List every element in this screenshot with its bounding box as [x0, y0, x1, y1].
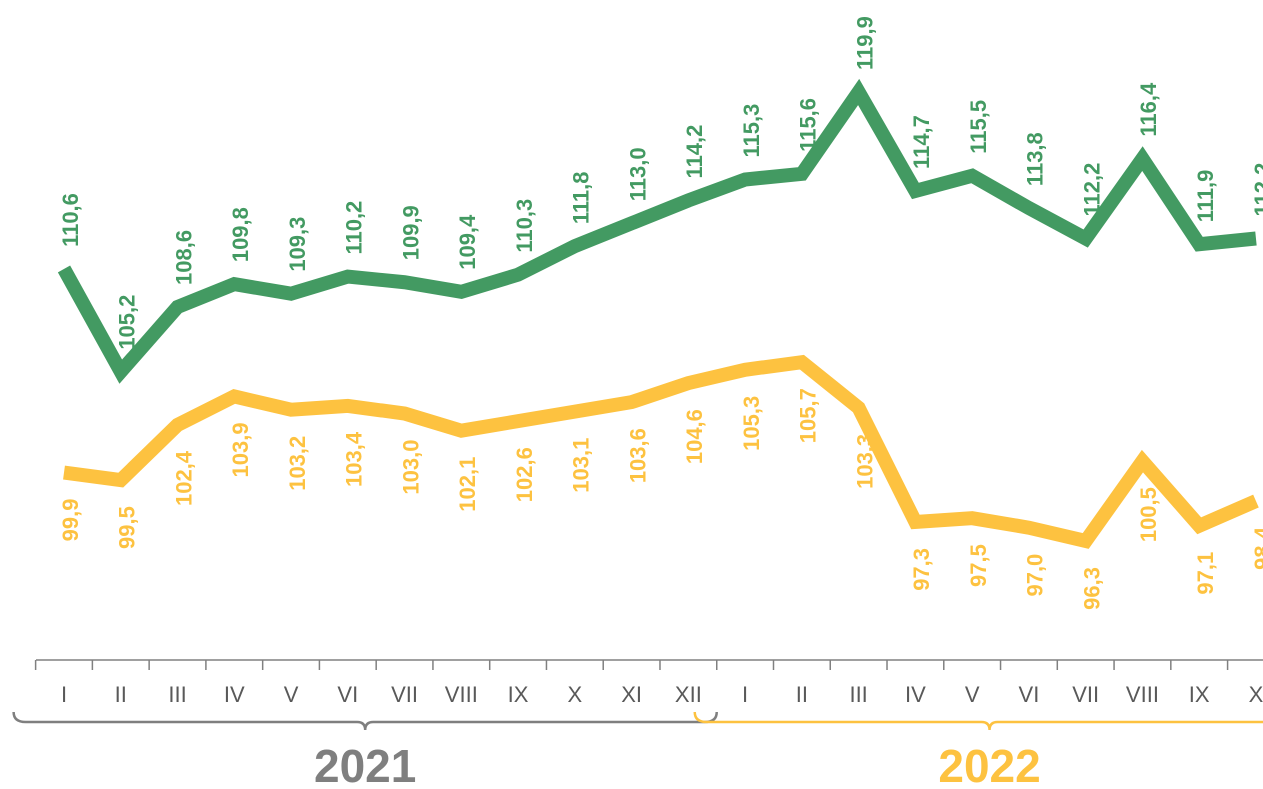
value-label: 110,2	[342, 201, 367, 255]
value-label: 109,3	[285, 217, 310, 272]
value-label: 111,8	[569, 171, 594, 224]
x-tick-label: II	[115, 682, 127, 707]
value-label: 113,0	[625, 147, 650, 201]
x-tick-label: VIII	[1126, 682, 1159, 707]
group-brace	[12, 711, 718, 731]
value-label: 115,3	[739, 104, 764, 158]
x-tick-label: IV	[905, 682, 926, 707]
group-brace	[693, 711, 1263, 731]
value-label: 113,8	[1023, 132, 1048, 186]
x-tick-label: III	[849, 682, 867, 707]
value-label: 103,9	[228, 422, 253, 477]
value-label: 98,4	[1250, 526, 1263, 570]
value-label: 114,7	[909, 115, 934, 169]
value-label: 109,4	[455, 214, 480, 270]
x-tick-label: X	[567, 682, 582, 707]
x-tick-label: IX	[508, 682, 529, 707]
x-tick-label: VII	[391, 682, 418, 707]
value-label: 109,9	[398, 205, 423, 260]
value-label: 103,6	[625, 428, 650, 483]
x-tick-label: I	[742, 682, 748, 707]
x-tick-label: XI	[621, 682, 642, 707]
value-label: 103,2	[285, 436, 310, 491]
x-tick-label: IV	[224, 682, 245, 707]
value-label: 97,0	[1023, 554, 1048, 597]
value-label: 114,2	[682, 125, 707, 179]
x-tick-label: VIII	[445, 682, 478, 707]
series-line	[57, 78, 1257, 384]
value-label: 115,6	[796, 98, 821, 152]
value-label: 100,5	[1136, 487, 1161, 542]
x-tick-label: V	[284, 682, 299, 707]
value-label: 115,5	[966, 100, 991, 154]
value-label: 108,6	[171, 230, 196, 285]
x-tick-label: XII	[675, 682, 702, 707]
x-tick-label: VI	[337, 682, 358, 707]
x-tick-label: III	[168, 682, 186, 707]
x-tick-label: VI	[1019, 682, 1040, 707]
value-label: 111,9	[1193, 170, 1218, 223]
value-label: 112,2	[1250, 163, 1263, 217]
value-label: 99,5	[115, 506, 140, 549]
value-label: 99,9	[58, 499, 83, 542]
value-label: 105,7	[796, 388, 821, 443]
value-label: 97,1	[1193, 552, 1218, 595]
value-label: 102,1	[455, 457, 480, 512]
group-label: 2022	[938, 740, 1040, 789]
x-tick-label: V	[965, 682, 980, 707]
x-tick-label: I	[61, 682, 67, 707]
value-label: 105,3	[739, 396, 764, 451]
value-label: 110,6	[58, 193, 83, 247]
value-label: 103,3	[852, 434, 877, 489]
series-line	[63, 354, 1259, 549]
value-label: 103,4	[342, 431, 367, 487]
value-label: 97,5	[966, 544, 991, 587]
x-tick-label: X	[1249, 682, 1263, 707]
value-label: 116,4	[1136, 82, 1161, 137]
x-tick-label: VII	[1072, 682, 1099, 707]
value-label: 103,0	[398, 440, 423, 495]
value-label: 119,9	[852, 16, 877, 70]
value-label: 112,2	[1079, 163, 1104, 217]
group-label: 2021	[314, 740, 416, 789]
value-label: 105,2	[115, 295, 140, 350]
x-tick-label: II	[796, 682, 808, 707]
x-tick-label: IX	[1189, 682, 1210, 707]
value-label: 104,6	[682, 409, 707, 464]
value-label: 109,8	[228, 207, 253, 262]
value-label: 103,1	[569, 438, 594, 493]
value-label: 96,3	[1079, 567, 1104, 610]
value-label: 102,4	[171, 450, 196, 506]
value-label: 97,3	[909, 548, 934, 591]
value-label: 102,6	[512, 447, 537, 502]
value-label: 110,3	[512, 199, 537, 253]
